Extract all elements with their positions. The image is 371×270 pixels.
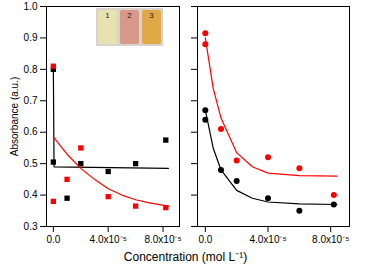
svg-text:0.3: 0.3	[24, 221, 38, 232]
svg-text:0.6: 0.6	[24, 126, 38, 137]
html-text:3: 3	[149, 11, 154, 20]
html-text:1: 1	[105, 11, 110, 20]
svg-text:8.0x10⁻⁵: 8.0x10⁻⁵	[144, 234, 181, 245]
svg-text:Absorbance (a.u.): Absorbance (a.u.)	[9, 77, 20, 157]
svg-text:4.0x10⁻⁵: 4.0x10⁻⁵	[90, 234, 127, 245]
svg-text:0.7: 0.7	[24, 95, 38, 106]
svg-text:0.9: 0.9	[24, 32, 38, 43]
svg-text:0.8: 0.8	[24, 64, 38, 75]
svg-text:0.0: 0.0	[198, 234, 212, 245]
svg-text:1.0: 1.0	[24, 1, 38, 12]
html-text:2: 2	[127, 11, 132, 20]
html-text:Concentration (mol L⁻¹): Concentration (mol L⁻¹)	[123, 250, 248, 264]
svg-text:8.0x10⁻⁵: 8.0x10⁻⁵	[312, 234, 349, 245]
svg-text:0.4: 0.4	[24, 189, 38, 200]
svg-text:0.5: 0.5	[24, 158, 38, 169]
svg-text:4.0x10⁻⁵: 4.0x10⁻⁵	[249, 234, 286, 245]
svg-text:0.0: 0.0	[46, 234, 60, 245]
